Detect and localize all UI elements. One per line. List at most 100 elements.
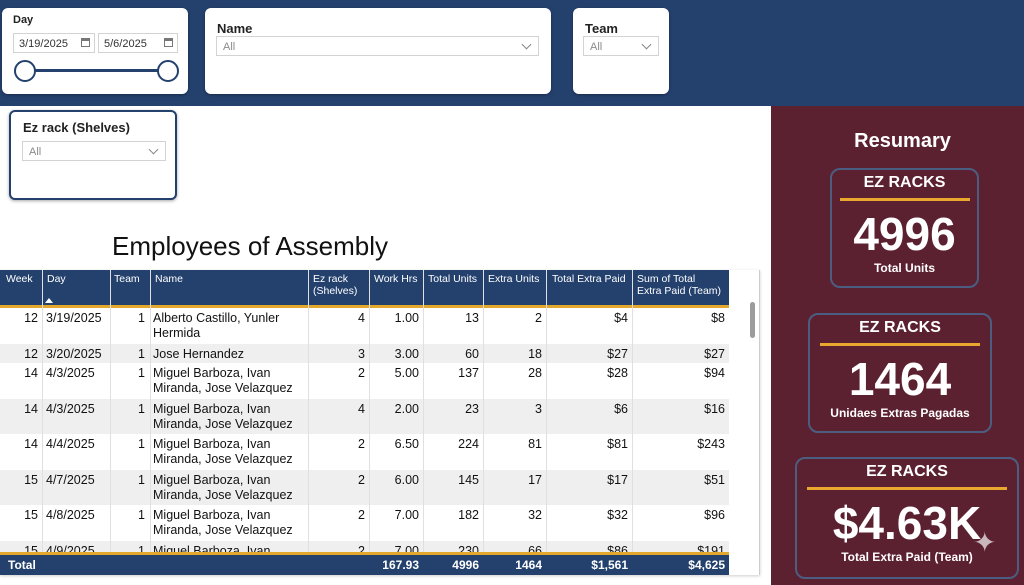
cell-sum-extra-paid: $94	[704, 366, 725, 380]
total-extra-paid: $1,561	[591, 558, 628, 572]
kpi-card-label: Total Units	[873, 261, 936, 275]
kpi-card-value: 4996	[853, 208, 956, 260]
col-sum-line1: Sum of Total	[637, 273, 696, 285]
cell-name: Miguel Barboza, Ivan Miranda, Jose Velazq…	[153, 473, 293, 503]
col-extra-units[interactable]: Extra Units	[483, 270, 546, 305]
cell-total-units: 23	[465, 401, 479, 416]
col-team[interactable]: Team	[110, 270, 150, 305]
name-dropdown[interactable]: All	[216, 36, 539, 56]
cell-ezrack: 4	[358, 401, 365, 416]
cell-team: 1	[138, 366, 145, 380]
end-date-field[interactable]: 5/6/2025	[98, 33, 178, 53]
cell-sum-extra-paid: $96	[704, 508, 725, 522]
col-ezrack-line2: (Shelves)	[313, 285, 358, 297]
total-sum-extra-paid: $4,625	[688, 558, 725, 572]
cell-name: Alberto Castillo, Yunler Hermida	[153, 311, 279, 341]
table-row[interactable]: 15 4/8/2025 1 Miguel Barboza, Ivan Mirand…	[0, 505, 729, 541]
kpi-card-label: Total Extra Paid (Team)	[841, 550, 973, 564]
cell-day: 3/20/2025	[46, 346, 102, 361]
kpi-card-accent-bar	[820, 343, 980, 346]
cell-ezrack: 2	[358, 366, 365, 380]
total-extra-units: 1464	[515, 558, 542, 572]
table-row[interactable]: 14 4/4/2025 1 Miguel Barboza, Ivan Mirand…	[0, 434, 729, 470]
day-slicer: Day 3/19/2025 5/6/2025	[2, 8, 188, 94]
team-dropdown[interactable]: All	[583, 36, 659, 56]
cell-extra-units: 17	[528, 472, 542, 487]
employees-table: Week Day Team Name Ez rack (Shelves) Wor…	[0, 270, 760, 575]
name-dropdown-value: All	[223, 41, 236, 53]
col-week[interactable]: Week	[6, 273, 33, 285]
cell-name-line2: Miranda, Jose Velazquez	[153, 487, 293, 502]
cell-total-extra-paid: $32	[607, 508, 628, 522]
cell-name-line1: Miguel Barboza, Ivan	[153, 472, 271, 487]
cell-week: 12	[24, 346, 38, 361]
cell-total-extra-paid: $17	[607, 472, 628, 487]
cell-total-extra-paid: $6	[614, 401, 628, 416]
calendar-icon[interactable]	[164, 38, 173, 47]
ezrack-dropdown[interactable]: All	[22, 141, 166, 161]
cell-name-line2: Miranda, Jose Velazquez	[153, 523, 293, 537]
cell-total-units: 13	[465, 311, 479, 325]
table-scrollbar-thumb[interactable]	[750, 302, 755, 338]
cell-team: 1	[138, 472, 145, 487]
cell-extra-units: 28	[528, 366, 542, 380]
cell-sum-extra-paid: $27	[704, 346, 725, 361]
sparkle-icon: ✦	[973, 527, 997, 558]
date-range-track[interactable]	[25, 69, 168, 72]
start-date-field[interactable]: 3/19/2025	[13, 33, 95, 53]
cell-total-units: 182	[458, 508, 479, 522]
cell-week: 12	[24, 311, 38, 325]
cell-extra-units: 3	[535, 401, 542, 416]
table-row[interactable]: 15 4/7/2025 1 Miguel Barboza, Ivan Mirand…	[0, 469, 729, 505]
cell-day: 4/3/2025	[46, 401, 95, 416]
table-total-row: Total 167.93 4996 1464 $1,561 $4,625	[0, 552, 729, 575]
cell-team: 1	[138, 311, 145, 325]
calendar-icon[interactable]	[81, 38, 90, 47]
kpi-card-heading: EZ RACKS	[859, 319, 941, 336]
cell-day: 4/3/2025	[46, 366, 95, 380]
cell-name: Miguel Barboza, Ivan Miranda, Jose Velazq…	[153, 366, 293, 396]
date-range-end-handle[interactable]	[157, 60, 179, 82]
chevron-down-icon[interactable]	[148, 144, 159, 155]
table-row[interactable]: 12 3/19/2025 1 Alberto Castillo, Yunler H…	[0, 308, 729, 344]
cell-work-hrs: 3.00	[394, 346, 419, 361]
cell-team: 1	[138, 346, 145, 361]
table-row[interactable]: 14 4/3/2025 1 Miguel Barboza, Ivan Mirand…	[0, 363, 729, 399]
start-date-value: 3/19/2025	[19, 38, 68, 50]
kpi-card-total-extra-paid: EZ RACKS $4.63K Total Extra Paid (Team)	[795, 457, 1019, 579]
date-range-start-handle[interactable]	[14, 60, 36, 82]
col-total-units[interactable]: Total Units	[423, 270, 483, 305]
kpi-card-value: 1464	[848, 353, 952, 405]
col-name[interactable]: Name	[150, 270, 308, 305]
cell-ezrack: 3	[358, 346, 365, 361]
total-work-hrs: 167.93	[382, 558, 419, 572]
cell-name-line1: Miguel Barboza, Ivan	[153, 437, 271, 451]
cell-name-line1: Alberto Castillo, Yunler	[153, 311, 280, 325]
column-divider	[369, 270, 370, 575]
col-sum-extra-paid-team[interactable]: Sum of Total Extra Paid (Team)	[632, 270, 729, 305]
cell-ezrack: 4	[358, 311, 365, 325]
col-ezrack[interactable]: Ez rack (Shelves)	[308, 270, 369, 305]
column-divider	[546, 270, 547, 575]
column-divider	[110, 270, 111, 575]
table-row[interactable]: 14 4/3/2025 1 Miguel Barboza, Ivan Mirand…	[0, 398, 729, 434]
col-total-extra-paid[interactable]: Total Extra Paid	[546, 270, 632, 305]
cell-ezrack: 2	[358, 543, 365, 558]
col-work-hrs[interactable]: Work Hrs	[369, 270, 423, 305]
cell-week: 15	[24, 472, 38, 487]
column-divider	[483, 270, 484, 575]
cell-total-units: 60	[465, 346, 479, 361]
sort-ascending-icon[interactable]	[45, 298, 53, 303]
kpi-card-heading: EZ RACKS	[863, 174, 946, 191]
cell-week: 14	[24, 366, 38, 380]
kpi-card-total-units: EZ RACKS 4996 Total Units	[830, 168, 979, 288]
cell-ezrack: 2	[358, 437, 365, 451]
chevron-down-icon[interactable]	[641, 39, 652, 50]
cell-total-extra-paid: $4	[614, 311, 628, 325]
cell-ezrack: 2	[358, 508, 365, 522]
name-slicer-title: Name	[217, 21, 253, 36]
kpi-card-value: $4.63K	[832, 497, 982, 549]
col-ezrack-line1: Ez rack	[313, 273, 349, 285]
chevron-down-icon[interactable]	[521, 39, 532, 50]
cell-total-extra-paid: $81	[607, 437, 628, 451]
